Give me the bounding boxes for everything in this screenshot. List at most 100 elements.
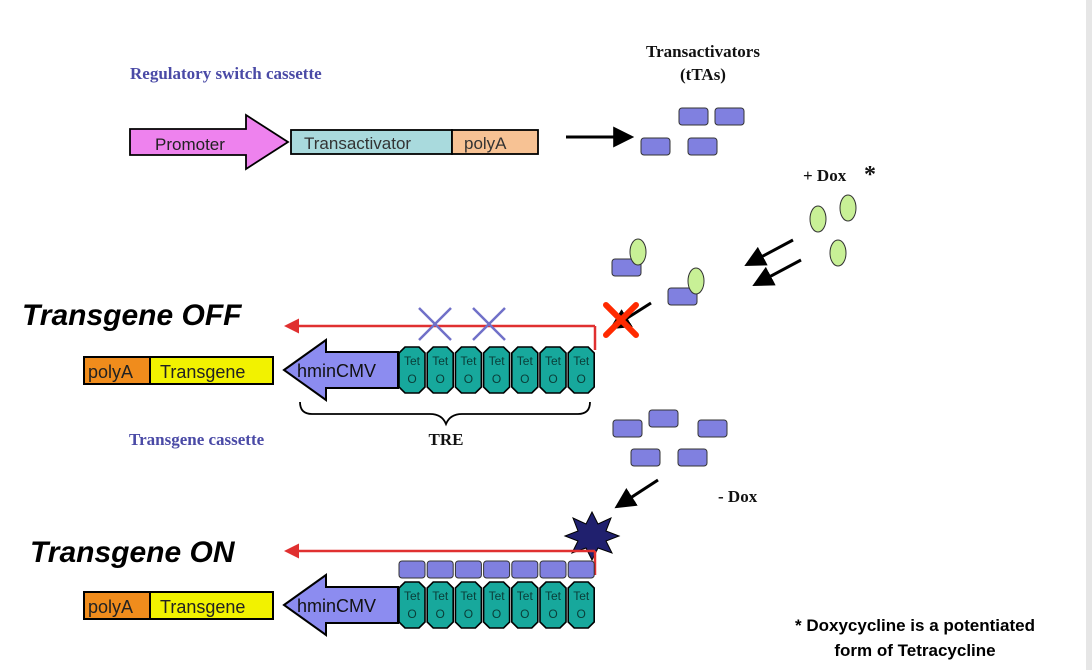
tet-operator: Tet O <box>398 346 426 394</box>
promoter-label: Promoter <box>155 135 225 154</box>
tet-operator-label: O <box>464 372 473 386</box>
tet-operator: Tet O <box>539 346 567 394</box>
tet-operator-label: Tet <box>432 354 449 368</box>
tet-operator-label: O <box>577 607 586 621</box>
tet-operator-label: O <box>436 607 445 621</box>
dox-molecules <box>809 194 857 267</box>
on-construct: polyA Transgene hminCMV Tet O Tet O Tet O Tet O… <box>83 573 596 637</box>
bound-tta-protein <box>483 560 511 579</box>
tet-operator: Tet O <box>426 581 455 629</box>
off-transgene-label: Transgene <box>160 362 245 382</box>
transgene-cassette-label: Transgene cassette <box>129 430 265 449</box>
right-edge-strip <box>1086 0 1092 670</box>
minus-dox-label: - Dox <box>718 487 758 506</box>
tet-operator-label: Tet <box>573 589 590 603</box>
off-polya-label: polyA <box>88 362 133 382</box>
on-transgene-label: Transgene <box>160 597 245 617</box>
tet-operator-label: O <box>407 372 416 386</box>
tet-operator-label: O <box>577 372 586 386</box>
tet-operator: Tet O <box>482 346 511 394</box>
tta-protein <box>714 107 745 126</box>
cassette-polya-box: polyA <box>451 129 539 155</box>
tet-operator-label: Tet <box>404 589 421 603</box>
tet-operator-label: Tet <box>432 589 449 603</box>
on-hmincmv-label: hminCMV <box>297 596 376 616</box>
tet-operator-label: Tet <box>573 354 590 368</box>
tet-operator: Tet O <box>567 581 596 629</box>
tet-operator-label: O <box>436 372 445 386</box>
on-hmincmv-arrow <box>282 573 399 637</box>
bound-tta-protein <box>539 560 567 579</box>
transgene-on-label: Transgene ON <box>30 536 236 569</box>
transactivator-box: Transactivator <box>290 129 453 155</box>
ttas-label: (tTAs) <box>680 65 726 84</box>
tet-operator: Tet O <box>482 581 511 629</box>
tet-operator-label: O <box>464 607 473 621</box>
dox-molecule <box>839 194 857 222</box>
dox-molecule <box>829 239 847 267</box>
tta-protein <box>630 448 661 467</box>
bound-tta-protein <box>567 560 595 579</box>
tet-operator: Tet O <box>510 346 539 394</box>
tet-operator-label: O <box>548 607 557 621</box>
tet-operator-label: Tet <box>489 354 506 368</box>
tre-label: TRE <box>429 430 464 449</box>
on-transgene-box <box>149 591 274 620</box>
off-hmincmv-arrow <box>282 338 399 402</box>
tet-operator-label: O <box>492 372 501 386</box>
tta-protein <box>648 409 679 428</box>
tet-operator: Tet O <box>454 581 483 629</box>
bound-tta-protein <box>426 560 454 579</box>
promoter-arrow: Promoter <box>129 113 290 171</box>
tet-operator-label: O <box>492 607 501 621</box>
tta-dox-complex <box>611 238 647 277</box>
transgene-off-label: Transgene OFF <box>22 299 242 332</box>
tet-operator-label: Tet <box>489 589 506 603</box>
tet-operator-label: Tet <box>404 354 421 368</box>
off-transgene-box <box>149 356 274 385</box>
tet-operator-label: O <box>520 372 529 386</box>
off-hmincmv-label: hminCMV <box>297 361 376 381</box>
tet-operator-row: Tet O Tet O Tet O Tet O Tet O Tet O Tet O <box>398 581 596 629</box>
tre-brace <box>299 401 591 427</box>
tet-operator-label: Tet <box>517 589 534 603</box>
plus-dox-label: + Dox <box>803 166 847 185</box>
tta-protein <box>678 107 709 126</box>
tet-operator-label: O <box>407 607 416 621</box>
footnote-line1: * Doxycycline is a potentiated <box>795 616 1035 635</box>
tta-protein <box>697 419 728 438</box>
tta-dox-complex <box>667 267 705 306</box>
tta-group-top <box>640 107 745 156</box>
asterisk-label: * <box>864 162 876 188</box>
dox-binding-arrow <box>752 258 802 286</box>
tet-operator-row: Tet O Tet O Tet O Tet O Tet O Tet O Tet O <box>398 346 596 394</box>
bound-tta-row <box>398 560 595 579</box>
activation-starburst <box>563 510 621 562</box>
tta-group-middle <box>612 409 728 467</box>
cassette-polya-label: polyA <box>464 134 507 153</box>
blocked-x-marks <box>418 307 506 341</box>
tta-protein <box>687 137 718 156</box>
red-x-mark <box>603 302 639 338</box>
tta-binding-arrow <box>614 478 659 509</box>
tet-operator-label: Tet <box>517 354 534 368</box>
tet-operator-label: O <box>520 607 529 621</box>
regulatory-cassette-label: Regulatory switch cassette <box>130 64 322 83</box>
tet-operator: Tet O <box>539 581 567 629</box>
footnote-line2: form of Tetracycline <box>834 641 995 660</box>
bound-tta-protein <box>454 560 482 579</box>
tet-operator-label: O <box>548 372 557 386</box>
tet-operator: Tet O <box>454 346 483 394</box>
tet-operator: Tet O <box>398 581 426 629</box>
tta-protein <box>640 137 671 156</box>
bound-tta-protein <box>398 560 426 579</box>
tta-protein <box>677 448 708 467</box>
tet-operator: Tet O <box>426 346 455 394</box>
blue-x-mark <box>418 307 452 341</box>
on-polya-label: polyA <box>88 597 133 617</box>
dox-molecule <box>809 205 827 233</box>
blue-x-mark <box>472 307 506 341</box>
tta-protein <box>612 419 643 438</box>
tet-operator-label: Tet <box>545 589 562 603</box>
dox-binding-arrow <box>744 238 794 266</box>
